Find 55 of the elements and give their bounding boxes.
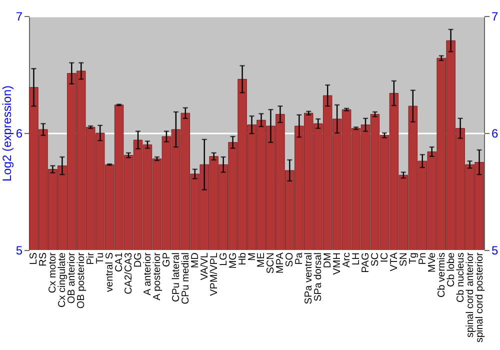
x-tick-label: LS bbox=[28, 252, 40, 265]
y2-tick-label: 7 bbox=[492, 10, 498, 24]
x-tick-label: A anterior bbox=[142, 252, 154, 296]
x-tick-label: VPM/VPL bbox=[208, 252, 220, 296]
x-tick-label: IC bbox=[379, 252, 390, 262]
x-tick-label: Arc bbox=[342, 252, 353, 268]
x-tick-label: ME bbox=[256, 252, 268, 268]
y2-tick-label: 6 bbox=[492, 126, 498, 140]
x-tick-label: SC bbox=[370, 252, 381, 266]
x-tick-label: SPa ventral bbox=[304, 252, 315, 304]
x-tick-label: GP bbox=[161, 252, 172, 267]
x-tick-label: VA/VL bbox=[199, 252, 210, 280]
x-tick-label: DG bbox=[133, 252, 144, 268]
x-tick-label: SCN bbox=[266, 252, 277, 274]
x-tick-label: A posterior bbox=[152, 252, 163, 300]
y-tick-label: 5 bbox=[16, 244, 23, 258]
x-tick-label: Cb vermis bbox=[436, 252, 448, 298]
x-tick-label: Tg bbox=[408, 252, 419, 264]
y2-tick-label: 5 bbox=[492, 244, 498, 258]
x-tick-label: Hb bbox=[237, 252, 248, 266]
x-tick-label: M bbox=[246, 252, 258, 261]
x-tick-label: Pa bbox=[294, 252, 306, 265]
x-tick-label: MVe bbox=[426, 252, 438, 273]
x-tick-label: OB posterior bbox=[76, 252, 88, 309]
x-tick-label: Pn bbox=[417, 252, 428, 265]
x-tick-label: Tu bbox=[95, 252, 106, 264]
x-tick-label: SN bbox=[398, 252, 410, 266]
x-tick-label: Cx motor bbox=[48, 252, 59, 294]
y-axis-title: Log2 (expression) bbox=[0, 85, 14, 182]
x-tick-label: CPu medial bbox=[180, 252, 192, 304]
x-tick-label: PAG bbox=[360, 252, 372, 273]
x-tick-label: Cx cingulate bbox=[57, 252, 68, 308]
x-tick-label: Cb lobe bbox=[446, 252, 457, 287]
x-tick-label: MD bbox=[190, 252, 201, 268]
x-tick-label: CA2/CA3 bbox=[124, 252, 135, 294]
x-tick-label: CPu lateral bbox=[170, 252, 182, 302]
x-tick-label: spinal cord posterior bbox=[474, 252, 486, 343]
x-tick-label: OB anterior bbox=[66, 252, 78, 304]
y-tick-label: 6 bbox=[16, 126, 23, 140]
x-tick-label: LG bbox=[218, 252, 230, 266]
x-tick-label: MG bbox=[228, 252, 239, 269]
x-tick-label: VTA bbox=[388, 252, 400, 272]
x-tick-label: SPa dorsal bbox=[313, 252, 324, 302]
y-tick-label: 7 bbox=[16, 10, 23, 24]
x-tick-label: DM bbox=[322, 252, 334, 268]
x-tick-label: SO bbox=[284, 252, 296, 267]
x-tick-label: ventral S bbox=[104, 252, 116, 292]
x-tick-label: CA1 bbox=[114, 252, 126, 272]
x-tick-label: LH bbox=[351, 252, 362, 266]
x-tick-label: Pir bbox=[86, 252, 97, 265]
x-tick-label: VMH bbox=[332, 252, 344, 275]
x-tick-label: spinal cord anterior bbox=[464, 252, 476, 338]
x-tick-label: Cb nucleus bbox=[455, 252, 466, 303]
x-tick-label: MPA bbox=[275, 252, 286, 274]
x-tick-label: RS bbox=[38, 252, 50, 266]
